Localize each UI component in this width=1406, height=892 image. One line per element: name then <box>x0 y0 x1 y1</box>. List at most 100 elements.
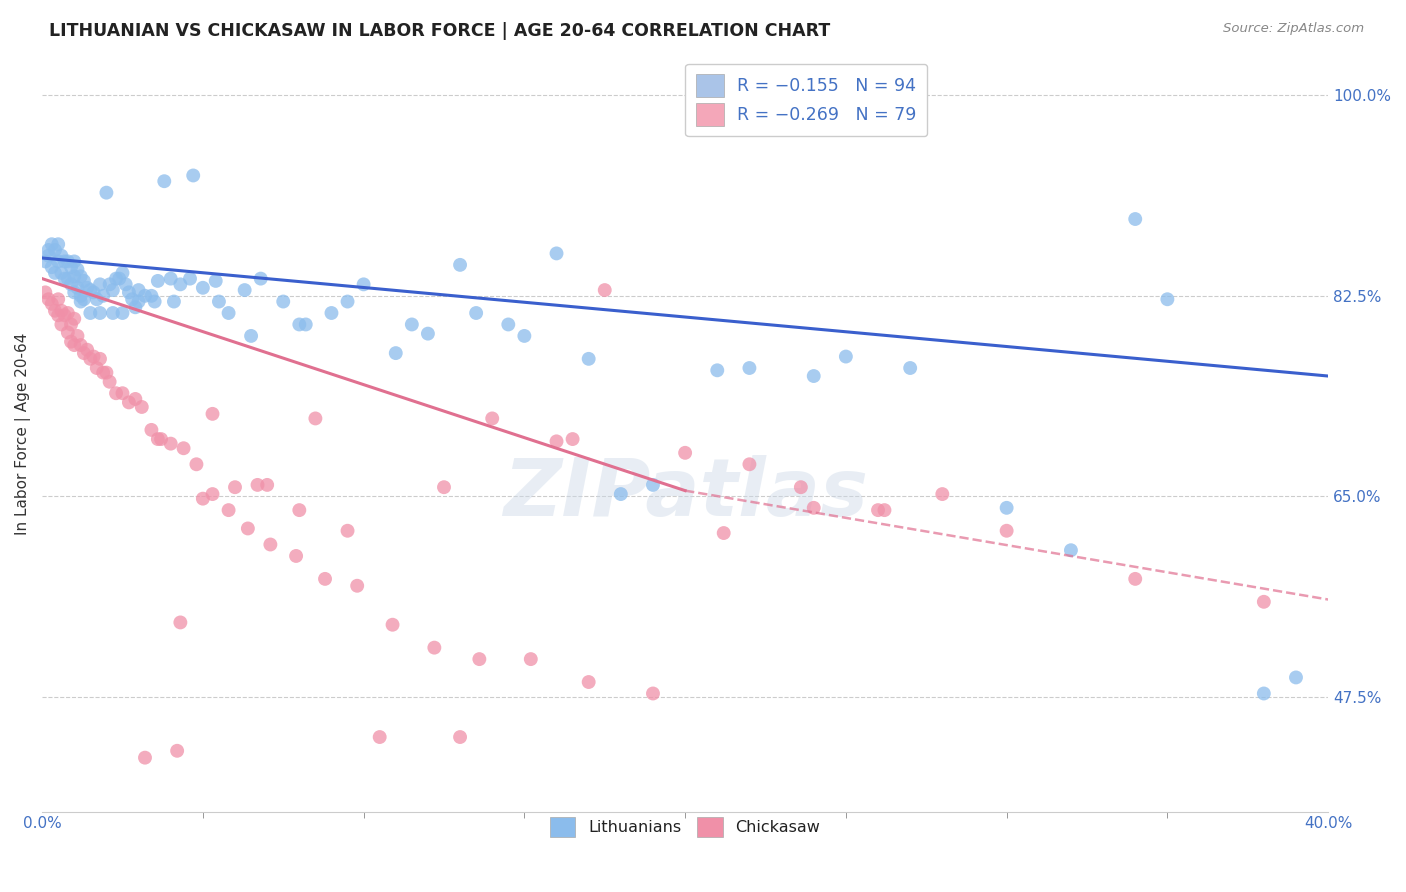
Point <box>368 730 391 744</box>
Point <box>271 294 294 309</box>
Point <box>208 294 231 309</box>
Point <box>931 487 953 501</box>
Point <box>53 271 76 285</box>
Point <box>76 281 98 295</box>
Point <box>233 283 256 297</box>
Point <box>1285 670 1308 684</box>
Point <box>181 169 204 183</box>
Point <box>163 294 186 309</box>
Point <box>321 306 343 320</box>
Point <box>63 269 86 284</box>
Point <box>89 306 111 320</box>
Legend: Lithuanians, Chickasaw: Lithuanians, Chickasaw <box>541 809 828 845</box>
Point <box>706 363 728 377</box>
Point <box>41 260 63 275</box>
Point <box>73 274 96 288</box>
Point <box>288 318 311 332</box>
Point <box>803 369 825 384</box>
Point <box>995 500 1018 515</box>
Point <box>468 652 491 666</box>
Point <box>41 237 63 252</box>
Point <box>111 266 134 280</box>
Point <box>124 392 146 406</box>
Point <box>593 283 616 297</box>
Point <box>416 326 439 341</box>
Point <box>111 386 134 401</box>
Point <box>224 480 246 494</box>
Point <box>201 487 224 501</box>
Point <box>76 343 98 357</box>
Point <box>401 318 423 332</box>
Point <box>56 306 79 320</box>
Point <box>63 254 86 268</box>
Point <box>304 411 326 425</box>
Point <box>423 640 446 655</box>
Point <box>96 186 118 200</box>
Point <box>51 266 73 280</box>
Point <box>191 281 214 295</box>
Point <box>63 338 86 352</box>
Point <box>121 292 143 306</box>
Point <box>141 423 163 437</box>
Point <box>1123 572 1146 586</box>
Point <box>101 306 124 320</box>
Point <box>46 237 69 252</box>
Point <box>118 395 141 409</box>
Point <box>314 572 336 586</box>
Point <box>1060 543 1083 558</box>
Point <box>204 274 226 288</box>
Point <box>240 329 263 343</box>
Point <box>1156 292 1178 306</box>
Point <box>56 326 79 340</box>
Point <box>201 407 224 421</box>
Point <box>53 254 76 268</box>
Point <box>259 537 281 551</box>
Point <box>384 346 406 360</box>
Point <box>1253 686 1275 700</box>
Point <box>60 277 83 292</box>
Point <box>218 503 240 517</box>
Point <box>91 289 114 303</box>
Point <box>578 351 600 366</box>
Point <box>433 480 456 494</box>
Point <box>803 500 825 515</box>
Point <box>610 487 633 501</box>
Point <box>546 434 568 449</box>
Point <box>790 480 813 494</box>
Point <box>641 478 664 492</box>
Point <box>449 258 471 272</box>
Point <box>873 503 896 517</box>
Point <box>294 318 316 332</box>
Point <box>186 457 208 471</box>
Point <box>56 254 79 268</box>
Point <box>114 277 136 292</box>
Point <box>381 617 404 632</box>
Point <box>169 277 191 292</box>
Point <box>153 174 176 188</box>
Text: ZIPatlas: ZIPatlas <box>502 455 868 533</box>
Point <box>60 260 83 275</box>
Point <box>498 318 520 332</box>
Point <box>89 351 111 366</box>
Point <box>169 615 191 630</box>
Point <box>69 289 91 303</box>
Point <box>866 503 889 517</box>
Point <box>285 549 308 563</box>
Point <box>66 281 89 295</box>
Point <box>46 254 69 268</box>
Point <box>124 300 146 314</box>
Point <box>1253 595 1275 609</box>
Point <box>346 579 368 593</box>
Point <box>53 308 76 322</box>
Point <box>134 289 156 303</box>
Point <box>51 318 73 332</box>
Text: Source: ZipAtlas.com: Source: ZipAtlas.com <box>1223 22 1364 36</box>
Point <box>134 750 156 764</box>
Point <box>520 652 543 666</box>
Point <box>218 306 240 320</box>
Point <box>38 249 60 263</box>
Point <box>288 503 311 517</box>
Point <box>79 283 101 297</box>
Point <box>146 432 169 446</box>
Point <box>60 318 83 332</box>
